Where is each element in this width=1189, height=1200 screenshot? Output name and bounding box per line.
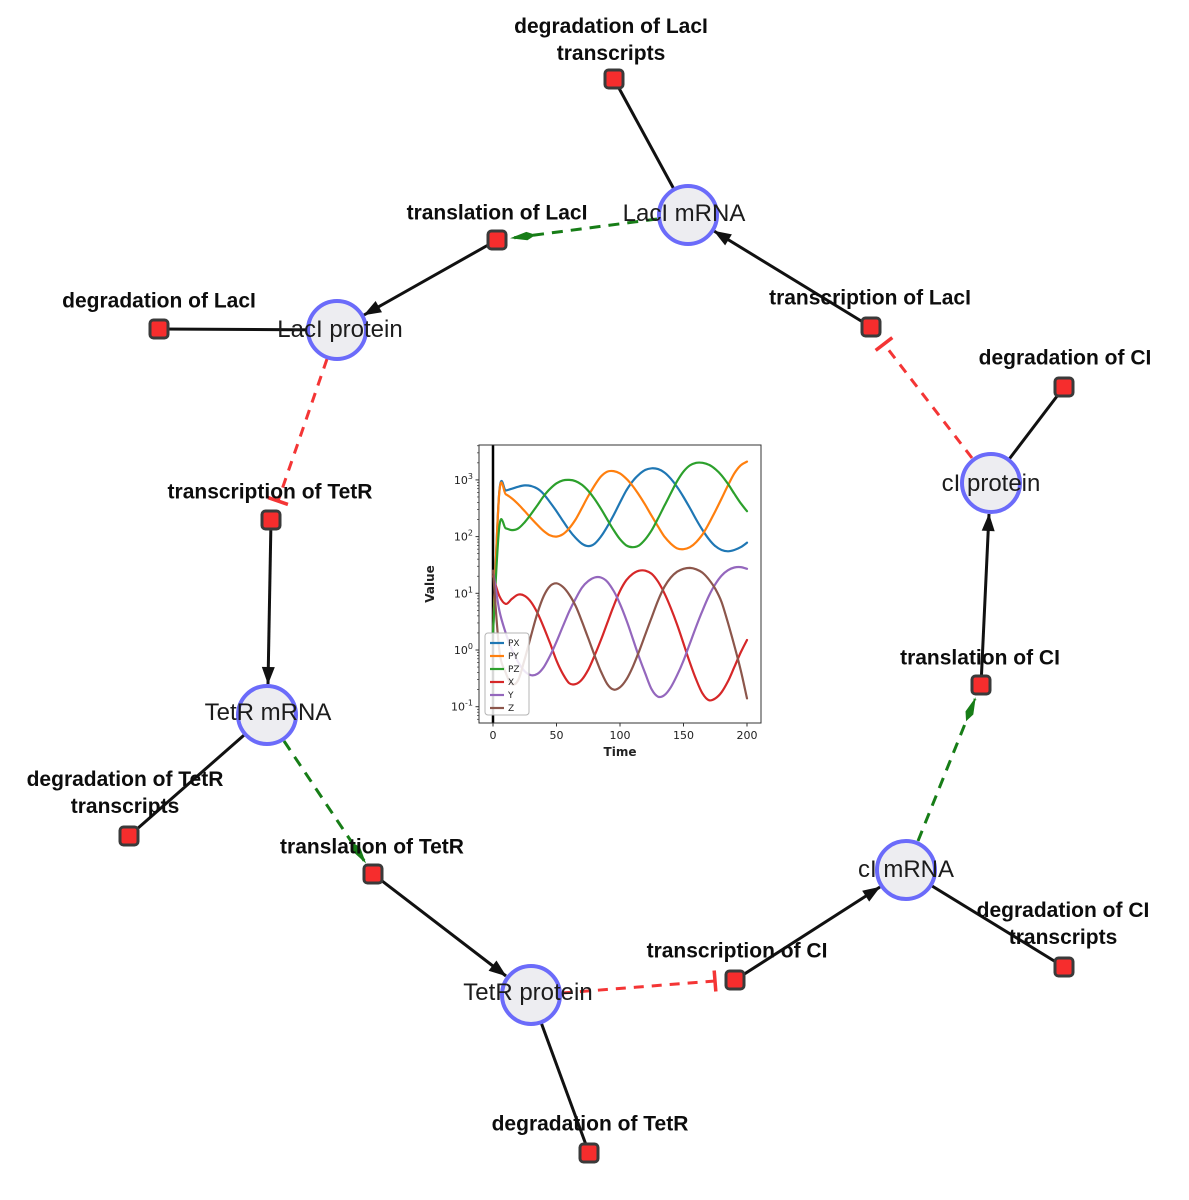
svg-text:200: 200: [737, 729, 758, 742]
reaction-label-degradation-of-ci: degradation of CI: [978, 346, 1152, 370]
reaction-node-translation-of-laci: [486, 229, 508, 251]
reaction-node-degradation-of-tetr: [578, 1142, 600, 1164]
legend-label-Y: Y: [507, 691, 514, 701]
species-label-laci-protein: LacI protein: [277, 316, 403, 343]
reaction-node-transcription-of-tetr: [260, 509, 282, 531]
reaction-label-translation-of-laci: translation of LacI: [406, 201, 588, 225]
legend-label-Z: Z: [508, 704, 514, 714]
species-label-ci-protein: cI protein: [941, 470, 1041, 497]
species-label-ci-mrna: cI mRNA: [858, 856, 954, 883]
edge-tetr-protein-inhibits-transcription-of-ci: [561, 970, 718, 995]
reaction-label-transcription-of-laci: transcription of LacI: [769, 286, 971, 310]
species-node-ci-protein: [960, 452, 1022, 514]
svg-text:102: 102: [454, 529, 473, 544]
species-label-laci-mrna: LacI mRNA: [622, 200, 746, 227]
edge-transcription-of-tetr-to-tetr-mrna: [261, 519, 275, 685]
species-node-tetr-protein: [500, 964, 562, 1026]
legend-label-X: X: [508, 678, 514, 688]
species-node-tetr-mrna: [236, 684, 298, 746]
edge-laci-mrna-to-translation-of-laci: [510, 217, 658, 241]
reaction-node-transcription-of-laci: [860, 316, 882, 338]
plot-legend: PX PY PZ XYZ: [484, 632, 530, 716]
svg-text:0: 0: [490, 729, 497, 742]
reaction-node-degradation-of-tetr-transcripts: [118, 825, 140, 847]
reaction-node-degradation-of-laci: [148, 318, 170, 340]
svg-text:101: 101: [454, 585, 473, 600]
reaction-label-degradation-of-tetr-transcripts: degradation of TetR transcripts: [26, 768, 224, 818]
svg-text:100: 100: [454, 642, 473, 657]
edge-translation-of-tetr-to-tetr-protein: [372, 872, 507, 978]
edge-laci-protein-inhibits-transcription-of-tetr: [267, 358, 329, 507]
plot-axes: 0 50 100 150 200 103 102 101 100 10-1 Time Value: [423, 445, 758, 759]
edge-tetr-mrna-to-translation-of-tetr: [282, 740, 367, 864]
edge-ci-mrna-to-translation-of-ci: [916, 697, 977, 842]
species-label-tetr-protein: TetR protein: [463, 979, 593, 1006]
reaction-label-degradation-of-laci: degradation of LacI: [62, 289, 256, 313]
reaction-label-transcription-of-ci: transcription of CI: [646, 939, 828, 963]
plot-curves: [491, 445, 749, 723]
reaction-node-degradation-of-ci-transcripts: [1053, 956, 1075, 978]
reaction-node-degradation-of-laci-transcripts: [603, 68, 625, 90]
svg-text:10-1: 10-1: [451, 699, 473, 714]
curve-X: [491, 569, 749, 702]
species-node-laci-protein: [306, 299, 368, 361]
reaction-node-translation-of-tetr: [362, 863, 384, 885]
svg-text:50: 50: [550, 729, 564, 742]
species-label-tetr-mrna: TetR mRNA: [204, 699, 332, 726]
reaction-node-degradation-of-ci: [1053, 376, 1075, 398]
svg-text:150: 150: [673, 729, 694, 742]
legend-label-PX: PX: [508, 639, 520, 649]
svg-text:100: 100: [610, 729, 631, 742]
reaction-label-transcription-of-tetr: transcription of TetR: [167, 480, 373, 504]
edge-translation-of-ci-to-ci-protein: [979, 513, 995, 686]
y-axis-label: Value: [423, 565, 437, 603]
timeseries-plot-panel: 0 50 100 150 200 103 102 101 100 10-1 Time Value PX P…: [415, 430, 775, 765]
curve-Y: [491, 565, 749, 699]
svg-text:103: 103: [454, 472, 473, 487]
reaction-label-degradation-of-laci-transcripts: degradation of LacI transcripts: [514, 15, 708, 65]
timeseries-plot: 0 50 100 150 20010310210110010-1TimeValuePXP…: [423, 444, 762, 759]
species-node-ci-mrna: [875, 839, 937, 901]
edge-transcription-of-laci-to-laci-mrna: [713, 229, 872, 329]
curve-PY: [491, 460, 749, 634]
edge-transcription-of-ci-to-ci-mrna: [734, 885, 881, 982]
legend-label-PZ: PZ: [508, 665, 520, 675]
reaction-label-translation-of-tetr: translation of TetR: [280, 835, 464, 859]
edge-translation-of-laci-to-laci-protein: [363, 238, 498, 317]
reaction-node-translation-of-ci: [970, 674, 992, 696]
curve-PZ: [491, 461, 749, 634]
reaction-label-translation-of-ci: translation of CI: [900, 646, 1060, 670]
x-axis-label: Time: [604, 745, 637, 759]
legend-label-PY: PY: [508, 652, 519, 662]
reaction-label-degradation-of-tetr: degradation of TetR: [491, 1112, 689, 1136]
curve-Z: [491, 566, 749, 700]
reaction-label-degradation-of-ci-transcripts: degradation of CI transcripts: [976, 899, 1150, 949]
edge-ci-protein-inhibits-transcription-of-laci: [874, 336, 974, 459]
reaction-node-transcription-of-ci: [724, 969, 746, 991]
species-node-laci-mrna: [657, 184, 719, 246]
